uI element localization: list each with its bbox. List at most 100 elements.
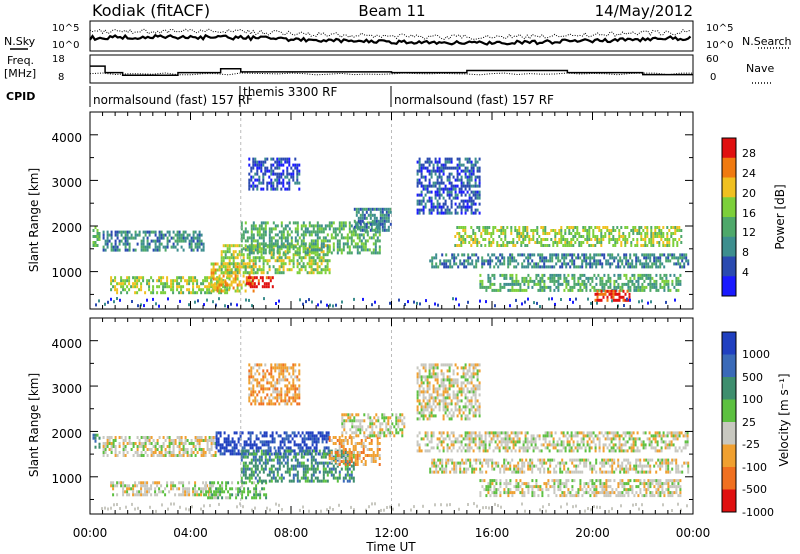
echo-cell	[513, 288, 516, 292]
echo-cell	[270, 479, 273, 483]
echo-cell	[220, 265, 223, 269]
echo-cell	[673, 285, 676, 289]
echo-cell	[467, 256, 470, 260]
echo-cell	[638, 232, 641, 235]
echo-cell	[658, 232, 661, 235]
echo-cell	[262, 390, 265, 394]
echo-cell	[217, 437, 220, 441]
echo-cell	[524, 229, 527, 232]
echo-cell	[114, 248, 117, 252]
echo-cell	[128, 242, 131, 246]
echo-cell	[184, 442, 187, 445]
echo-cell	[666, 238, 669, 241]
echo-cell	[204, 279, 207, 283]
echo-cell	[154, 451, 157, 454]
echo-cell	[314, 248, 317, 252]
echo-cell	[573, 276, 576, 280]
echo-cell	[120, 239, 123, 243]
noise-sky-trace	[89, 33, 692, 46]
echo-cell	[324, 227, 327, 231]
echo-cell	[478, 202, 481, 206]
echo-cell	[586, 238, 589, 241]
echo-cell	[283, 431, 286, 435]
echo-cell	[448, 190, 451, 194]
echo-cell	[239, 487, 242, 491]
echo-cell	[260, 166, 263, 170]
echo-cell	[504, 232, 507, 235]
echo-cell	[338, 448, 341, 451]
echo-cell	[332, 221, 335, 225]
echo-cell	[336, 251, 339, 255]
echo-cell	[274, 268, 277, 272]
echo-cell	[254, 458, 257, 462]
echo-cell	[509, 276, 512, 280]
echo-cell	[178, 436, 181, 439]
echo-cell	[233, 449, 236, 453]
echo-cell	[120, 230, 123, 234]
echo-cell	[346, 457, 349, 460]
echo-cell	[300, 476, 303, 480]
echo-cell	[283, 440, 286, 444]
echo-cell	[591, 285, 594, 289]
echo-cell	[231, 449, 234, 453]
echo-cell	[248, 298, 250, 302]
echo-cell	[336, 463, 339, 466]
echo-cell	[110, 436, 113, 439]
echo-cell	[271, 440, 274, 444]
echo-cell	[245, 298, 247, 302]
echo-cell	[472, 211, 475, 215]
echo-cell	[322, 461, 325, 465]
echo-cell	[601, 282, 604, 286]
echo-cell	[292, 247, 295, 251]
echo-cell	[476, 190, 479, 194]
echo-cell	[542, 232, 545, 235]
echo-cell	[280, 265, 283, 269]
echo-cell	[340, 442, 343, 445]
echo-cell	[342, 248, 345, 252]
echo-cell	[592, 229, 595, 232]
echo-cell	[219, 484, 222, 488]
echo-cell	[190, 248, 193, 252]
echo-cell	[210, 454, 213, 457]
echo-cell	[253, 282, 256, 286]
echo-cell	[456, 193, 459, 197]
echo-cell	[363, 228, 366, 232]
echo-cell	[492, 238, 495, 241]
echo-cell	[272, 253, 275, 257]
echo-cell	[288, 390, 291, 394]
echo-cell	[280, 224, 283, 228]
echo-cell	[334, 436, 337, 439]
echo-cell	[535, 276, 538, 280]
echo-cell	[558, 241, 561, 244]
echo-cell	[288, 449, 291, 453]
echo-cell	[621, 285, 624, 289]
echo-cell	[355, 425, 358, 429]
echo-cell	[330, 224, 333, 228]
echo-cell	[413, 300, 415, 304]
echo-cell	[330, 467, 333, 471]
echo-cell	[661, 279, 664, 283]
echo-cell	[150, 448, 153, 451]
echo-cell	[160, 445, 163, 448]
echo-cell	[687, 262, 690, 266]
echo-cell	[286, 239, 289, 243]
echo-cell	[286, 256, 289, 260]
echo-cell	[345, 413, 348, 417]
echo-cell	[194, 454, 197, 457]
echo-cell	[316, 236, 319, 240]
echo-cell	[104, 442, 107, 445]
echo-cell	[576, 232, 579, 235]
echo-cell	[262, 233, 265, 237]
echo-cell	[438, 187, 441, 191]
echo-cell	[470, 160, 473, 164]
echo-cell	[142, 245, 145, 249]
echo-cell	[472, 193, 475, 197]
echo-cell	[242, 265, 245, 269]
echo-cell	[460, 244, 463, 247]
echo-cell	[424, 187, 427, 191]
echo-cell	[198, 448, 201, 451]
echo-cell	[360, 445, 363, 448]
echo-cell	[522, 226, 525, 229]
echo-cell	[160, 282, 163, 286]
echo-cell	[326, 473, 329, 477]
